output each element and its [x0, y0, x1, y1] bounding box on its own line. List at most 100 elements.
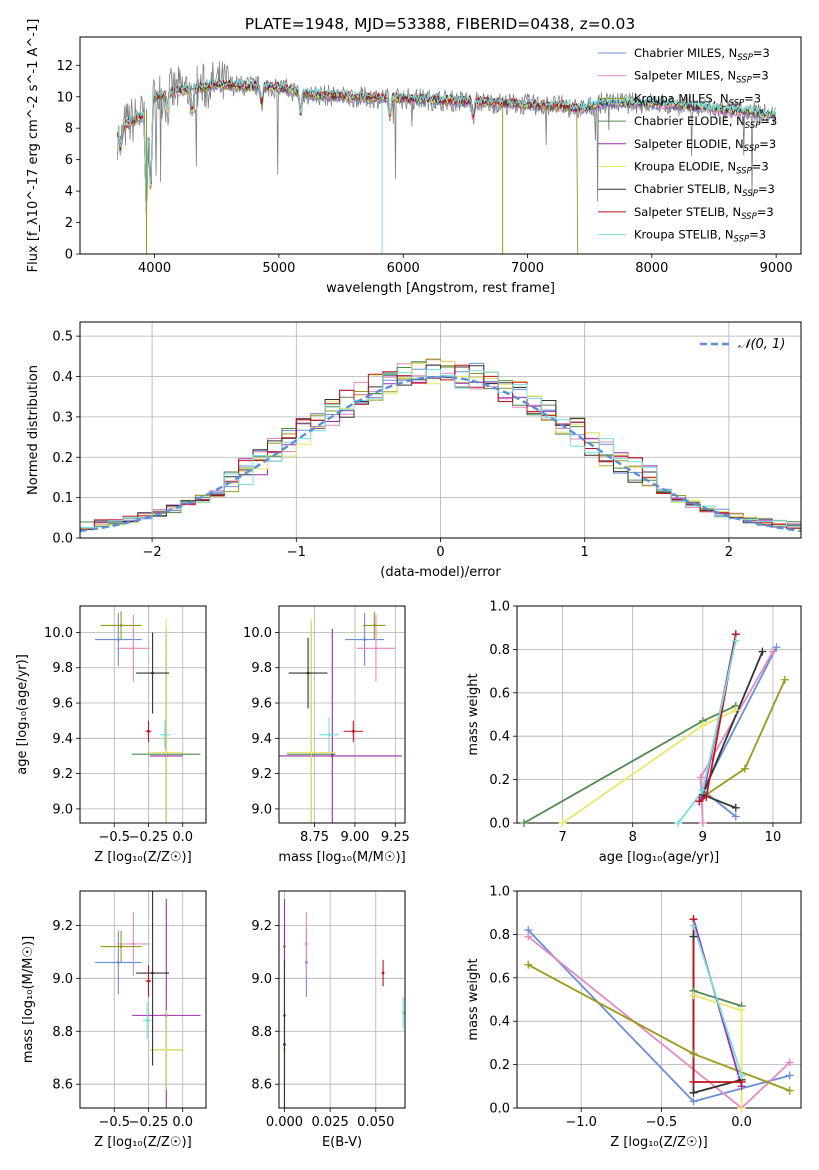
- mass_weight_vs_age-chart: 7 8 9 10 0.0 0.2 0.4 0.6 0.8 1.0 age [log₁₀(age/yr…: [466, 600, 802, 865]
- data-point: [363, 638, 367, 641]
- normal-curve: [80, 375, 801, 533]
- data-point: [374, 646, 378, 650]
- legend-entry: Salpeter STELIB, NSSP=3: [634, 205, 774, 222]
- data-point: [151, 671, 154, 675]
- y-tick-label: 0.6: [489, 686, 510, 701]
- data-point: [304, 942, 308, 946]
- data-point: [116, 638, 120, 641]
- y-tick-label: 9.0: [52, 802, 73, 817]
- weight-marker: [698, 721, 707, 730]
- weight-marker: [785, 1058, 794, 1067]
- y-axis-label: mass [log₁₀(M/M☉)]: [21, 936, 36, 1063]
- legend-subscript: SSP: [729, 98, 745, 108]
- data-point: [372, 624, 376, 627]
- x-tick-label: 0.025: [312, 1115, 349, 1130]
- y-tick-label: 6: [65, 153, 73, 168]
- weight-marker: [731, 803, 740, 812]
- y-tick-label: 9.6: [52, 697, 73, 712]
- legend-text: Chabrier ELODIE, N: [634, 114, 745, 128]
- y-tick-label: 10.0: [44, 626, 73, 641]
- legend-subscript: SSP: [744, 144, 760, 154]
- weight-marker: [698, 819, 707, 827]
- weight-marker: [737, 1104, 746, 1112]
- spectrum-frame: [79, 36, 802, 255]
- data-point: [145, 1019, 149, 1023]
- y-tick-label: 9.8: [52, 661, 73, 676]
- legend-text: Kroupa ELODIE, N: [634, 160, 736, 174]
- y-tick-label: 0.4: [489, 730, 510, 745]
- x-tick-label: 9000: [760, 261, 793, 276]
- x-tick-label: 9.25: [381, 830, 410, 845]
- y-tick-label: 0.8: [489, 928, 510, 943]
- y-tick-label: 8.6: [251, 1078, 272, 1093]
- legend-text: Salpeter MILES, N: [634, 69, 736, 83]
- x-tick-label: −1: [287, 545, 306, 560]
- y-tick-label: 12: [56, 59, 73, 74]
- legend-subscript: SSP: [745, 121, 761, 131]
- y-tick-label: 0.0: [489, 817, 510, 832]
- y-axis-label: mass weight: [466, 673, 481, 755]
- weight-marker: [558, 819, 567, 827]
- x-tick-label: 0.0: [731, 1115, 752, 1130]
- y-tick-label: 10.0: [243, 626, 272, 641]
- mass_vs_EBV-chart: 0.000 0.025 0.050 8.6 8.8 9.0 9.2 E(B-V): [251, 890, 406, 1150]
- age_vs_Z-chart: −0.5−0.25 0.0 9.0 9.2 9.4 9.6 9.8 10.0 Z [log₁₀(…: [15, 605, 207, 865]
- data-point: [119, 945, 123, 948]
- y-tick-label: 0.6: [489, 971, 510, 986]
- weight-marker: [689, 932, 698, 941]
- mass_weight_vs_Z-plot-area: [527, 918, 791, 1108]
- weight-marker: [758, 647, 767, 656]
- y-tick-label: 0.4: [489, 1015, 510, 1030]
- weight-marker: [524, 960, 533, 969]
- legend-entry: Kroupa ELODIE, NSSP=3: [634, 160, 769, 177]
- x-tick-label: 4000: [138, 261, 171, 276]
- legend-subscript: SSP: [737, 53, 753, 63]
- spectrum-plot-area: [116, 61, 777, 254]
- legend-text: Salpeter STELIB, N: [634, 205, 741, 219]
- legend-entry: 𝒩(0, 1): [738, 337, 785, 352]
- x-tick-label: 7: [558, 830, 566, 845]
- weight-marker: [695, 797, 704, 806]
- legend-entry: Salpeter ELODIE, NSSP=3: [634, 137, 776, 154]
- data-point: [327, 733, 331, 737]
- legend-entry: Chabrier ELODIE, NSSP=3: [634, 114, 777, 131]
- weight-marker: [737, 1006, 746, 1015]
- x-tick-label: 0.0: [172, 830, 193, 845]
- x-axis-label: E(B-V): [322, 1135, 362, 1150]
- data-point: [164, 1048, 168, 1052]
- legend-suffix: =3: [749, 228, 766, 242]
- weight-marker: [689, 1088, 698, 1097]
- weight-marker: [689, 1077, 698, 1086]
- x-axis-label: Z [log₁₀(Z/Z☉)]: [610, 1135, 707, 1150]
- data-point: [132, 646, 135, 650]
- weight-line-1: [527, 935, 791, 1108]
- y-tick-label: 9.2: [52, 767, 73, 782]
- weight-marker: [768, 647, 777, 656]
- weight-marker: [731, 812, 740, 821]
- x-tick-label: −1.0: [565, 1115, 597, 1130]
- y-tick-label: 9.0: [251, 972, 272, 987]
- weight-line-0: [701, 646, 778, 818]
- mass_vs_Z-plot-area: [95, 891, 201, 1108]
- age_vs_mass-plot-area: [279, 611, 402, 823]
- age_vs_mass-frame: [278, 605, 406, 824]
- x-tick-label: −0.5: [646, 1115, 678, 1130]
- x-tick-label: 9: [699, 830, 707, 845]
- legend-text: Salpeter ELODIE, N: [634, 137, 744, 151]
- legend-entry: Kroupa STELIB, NSSP=3: [634, 228, 766, 245]
- data-point: [381, 971, 385, 975]
- mass_vs_EBV-frame: [278, 890, 406, 1109]
- y-tick-label: 9.2: [52, 919, 73, 934]
- age_vs_Z-frame: [79, 605, 207, 824]
- mass_weight_vs_age-frame: [516, 605, 802, 824]
- weight-marker: [696, 773, 705, 782]
- legend-suffix: =3: [744, 91, 761, 105]
- mass_weight_vs_age-plot-area: [523, 634, 786, 823]
- data-point: [147, 729, 150, 733]
- weight-marker: [689, 1049, 698, 1058]
- y-tick-label: 0.3: [52, 410, 73, 425]
- weight-marker: [702, 792, 711, 801]
- model-spectrum-2: [116, 81, 581, 254]
- mass_vs_EBV-plot-area: [283, 898, 405, 1108]
- y-tick-label: 0.2: [489, 773, 510, 788]
